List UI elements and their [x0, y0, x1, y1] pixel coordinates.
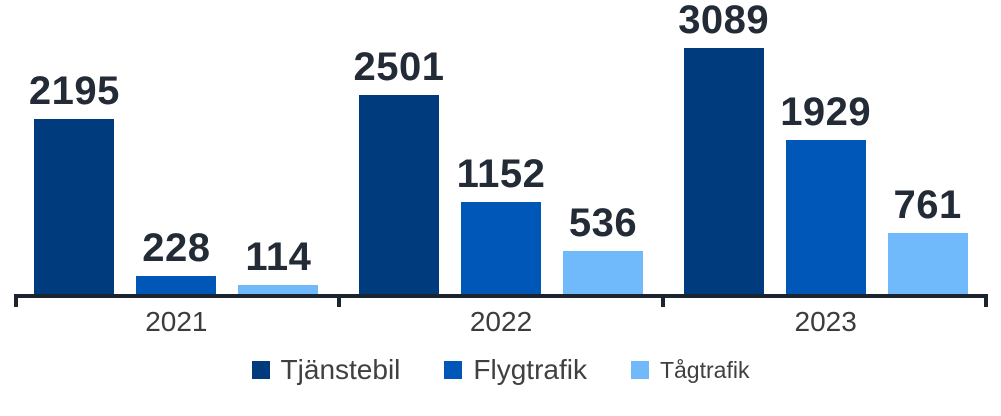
axis-tick	[984, 294, 988, 307]
legend-label: Flygtrafik	[473, 354, 587, 385]
bar	[683, 48, 764, 294]
bar-wrap: 114	[238, 235, 319, 294]
x-axis-label: 2023	[794, 306, 857, 337]
bar-value-label: 3089	[678, 0, 770, 42]
bar	[238, 285, 319, 294]
axis-tick	[336, 294, 341, 307]
x-axis-line	[14, 294, 988, 307]
legend-label: Tågtrafik	[659, 356, 750, 383]
x-axis-labels: 2021 2022 2023	[14, 306, 988, 338]
bar-wrap: 228	[136, 226, 217, 294]
axis-tick	[661, 294, 666, 307]
bar-wrap: 2501	[354, 47, 444, 294]
bar-value-label: 761	[893, 183, 962, 227]
bar-group: 2501 1152 536	[339, 0, 664, 294]
legend-item: Flygtrafik	[444, 354, 587, 386]
bar	[461, 202, 541, 294]
bar-wrap: 2195	[29, 71, 119, 294]
legend-swatch-icon	[630, 361, 649, 379]
bar-group: 2195 228 114	[14, 0, 339, 294]
legend-label: Tjänstebil	[280, 354, 401, 385]
bar	[785, 140, 866, 294]
bar-wrap: 1929	[780, 92, 871, 294]
bar-wrap: 3089	[678, 0, 769, 294]
bar	[34, 119, 115, 294]
bar-value-label: 2195	[28, 69, 120, 113]
bar-group: 3089 1929 761	[663, 0, 988, 294]
bar	[887, 233, 968, 294]
bar-wrap: 1152	[457, 154, 545, 294]
x-axis-label: 2021	[145, 306, 208, 337]
bar-value-label: 114	[245, 235, 312, 279]
plot-area: 2195 228 114 2501 1152 536 3089 1929 761	[14, 0, 988, 294]
axis-tick	[14, 294, 18, 307]
bar-value-label: 1152	[456, 152, 546, 196]
x-axis-label: 2022	[469, 306, 533, 337]
legend-swatch-icon	[444, 361, 463, 379]
bar-wrap: 761	[887, 183, 968, 294]
legend: Tjänstebil Flygtrafik Tågtrafik	[0, 354, 1001, 386]
legend-swatch-icon	[251, 361, 270, 379]
bar	[136, 276, 217, 294]
legend-item: Tågtrafik	[630, 356, 750, 384]
bar	[563, 251, 643, 294]
bar-value-label: 536	[568, 201, 638, 245]
bar-value-label: 2501	[353, 45, 445, 89]
bar-value-label: 1929	[780, 90, 872, 134]
legend-item: Tjänstebil	[251, 354, 401, 386]
bar-wrap: 536	[563, 203, 643, 294]
bar	[359, 95, 439, 294]
bar-value-label: 228	[142, 226, 211, 270]
